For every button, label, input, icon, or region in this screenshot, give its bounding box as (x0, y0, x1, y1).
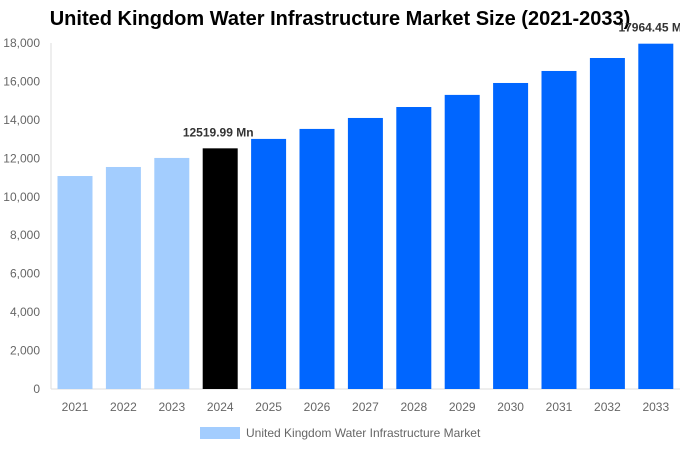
bar-2030 (493, 82, 529, 389)
bar-2022 (105, 166, 141, 389)
x-tick-label: 2031 (546, 400, 573, 414)
x-tick-label: 2028 (400, 400, 427, 414)
bar-2025 (251, 138, 287, 389)
bar-2024 (202, 148, 238, 389)
bar-2032 (589, 57, 625, 389)
bar-2033 (638, 43, 674, 389)
y-tick-label: 14,000 (3, 113, 40, 127)
bar-2027 (347, 117, 383, 389)
legend-label: United Kingdom Water Infrastructure Mark… (246, 426, 481, 440)
bar-2031 (541, 70, 577, 390)
y-tick-label: 12,000 (3, 151, 40, 165)
y-tick-label: 6,000 (10, 267, 40, 281)
x-tick-label: 2022 (110, 400, 137, 414)
x-tick-label: 2021 (62, 400, 89, 414)
data-label: 12519.99 Mn (183, 125, 254, 139)
x-tick-label: 2026 (304, 400, 331, 414)
y-tick-label: 18,000 (3, 36, 40, 50)
y-tick-label: 8,000 (10, 228, 40, 242)
bar-2021 (57, 176, 93, 389)
x-tick-label: 2032 (594, 400, 621, 414)
x-tick-label: 2024 (207, 400, 234, 414)
data-label: 17964.45 Mn (618, 21, 680, 35)
chart-title: United Kingdom Water Infrastructure Mark… (49, 8, 631, 30)
x-tick-label: 2027 (352, 400, 379, 414)
x-tick-label: 2030 (497, 400, 524, 414)
bar-2026 (299, 128, 335, 389)
bar-2023 (154, 157, 190, 389)
y-tick-label: 4,000 (10, 305, 40, 319)
y-tick-label: 10,000 (3, 190, 40, 204)
bar-2029 (444, 94, 480, 390)
y-tick-label: 0 (33, 382, 40, 396)
y-tick-label: 2,000 (10, 344, 40, 358)
legend[interactable]: United Kingdom Water Infrastructure Mark… (200, 426, 480, 440)
y-tick-label: 16,000 (3, 74, 40, 88)
x-tick-label: 2025 (255, 400, 282, 414)
x-tick-label: 2033 (642, 400, 669, 414)
x-tick-label: 2029 (449, 400, 476, 414)
x-tick-label: 2023 (158, 400, 185, 414)
bar-2028 (396, 107, 432, 389)
legend-swatch (200, 427, 240, 439)
